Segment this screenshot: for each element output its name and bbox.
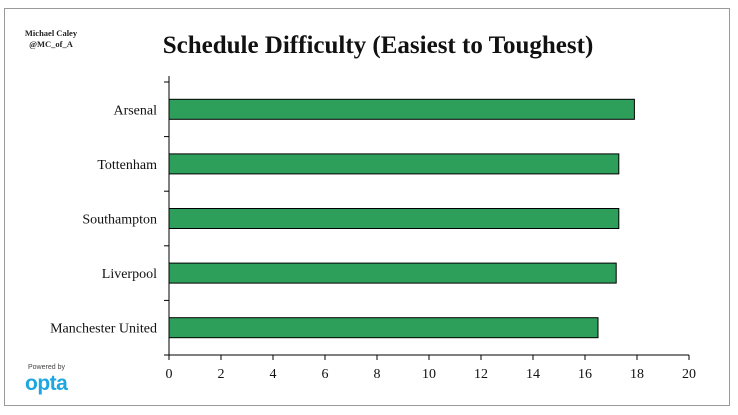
x-tick-label: 18	[630, 367, 644, 382]
bar-liverpool	[168, 262, 617, 284]
bar-tottenham	[168, 153, 620, 175]
author-handle: @MC_of_A	[29, 39, 73, 49]
author-name: Michael Caley	[24, 28, 78, 38]
category-label: Manchester United	[50, 322, 157, 337]
bar-southampton	[168, 208, 620, 229]
x-tick-label: 8	[374, 367, 381, 382]
x-tick-label: 6	[322, 367, 329, 382]
x-tick-label: 2	[218, 367, 225, 382]
x-tick-label: 12	[474, 367, 488, 382]
bar-manchester-united	[168, 317, 599, 339]
bar-arsenal	[168, 98, 635, 120]
category-label: Liverpool	[102, 267, 157, 282]
author-credit: Michael Caley @MC_of_A	[16, 28, 86, 50]
x-tick-label: 4	[270, 367, 277, 382]
opta-logo: opta	[25, 372, 68, 395]
category-label: Arsenal	[113, 103, 157, 118]
x-tick-label: 20	[682, 367, 696, 382]
x-tick-label: 10	[422, 367, 436, 382]
powered-by-label: Powered by	[28, 364, 65, 371]
chart-frame	[4, 8, 730, 406]
x-tick-label: 14	[526, 367, 540, 382]
category-label: Tottenham	[97, 158, 157, 173]
x-tick-label: 16	[578, 367, 592, 382]
x-tick-label: 0	[166, 367, 173, 382]
category-label: Southampton	[82, 213, 157, 228]
chart-title: Schedule Difficulty (Easiest to Toughest…	[162, 32, 594, 59]
